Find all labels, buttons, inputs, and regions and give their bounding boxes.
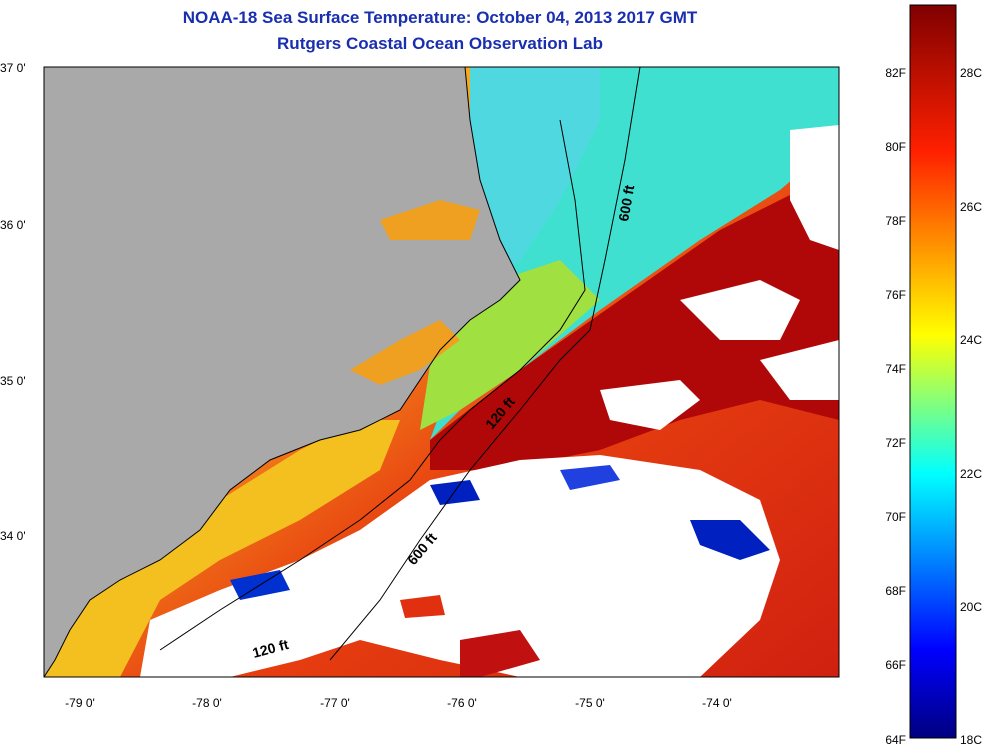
albemarle-sound (380, 200, 480, 240)
colorbar-c-label: 18C (960, 733, 982, 747)
colorbar-f-label: 76F (885, 288, 906, 302)
lat-label: 37 0' (0, 61, 26, 75)
colorbar-c-label: 20C (960, 600, 982, 614)
colorbar-f-label: 72F (885, 436, 906, 450)
lon-label: -75 0' (575, 696, 605, 710)
colorbar (909, 4, 957, 739)
lon-label: -77 0' (320, 696, 350, 710)
cloud-cover (140, 455, 780, 677)
pamlico-sound (350, 320, 460, 385)
map-title: NOAA-18 Sea Surface Temperature: October… (182, 8, 698, 27)
colorbar-f-label: 66F (885, 658, 906, 672)
colorbar-f-label: 82F (885, 66, 906, 80)
colorbar-f-label: 70F (885, 510, 906, 524)
colorbar-c-label: 28C (960, 66, 982, 80)
lat-label: 36 0' (0, 218, 26, 232)
nearshore-water (44, 420, 400, 677)
map-subtitle: Rutgers Coastal Ocean Observation Lab (277, 34, 603, 53)
colorbar-f-label: 78F (885, 214, 906, 228)
gulf-stream (430, 150, 839, 470)
colorbar-f-label: 80F (885, 140, 906, 154)
lon-label: -76 0' (447, 696, 477, 710)
colorbar-c-label: 22C (960, 467, 982, 481)
cloud-patch (600, 380, 700, 430)
colorbar-f-label: 74F (885, 362, 906, 376)
map-frame (43, 66, 840, 678)
cold-pixels (430, 480, 480, 505)
lon-label: -79 0' (65, 696, 95, 710)
colorbar-f-label: 64F (885, 733, 906, 747)
colorbar-c-label: 24C (960, 333, 982, 347)
colorbar-f-label: 68F (885, 584, 906, 598)
cloud-patch (790, 125, 839, 250)
warm-patch (400, 595, 445, 618)
cloud-patch (680, 280, 800, 340)
120ft-contour (159, 119, 586, 651)
cold-pixels (560, 465, 620, 490)
600ft-contour (329, 67, 641, 661)
cold-pixels (690, 520, 770, 560)
ocean-cool-inner (470, 67, 600, 300)
lat-label: 35 0' (0, 374, 26, 388)
cloud-patch (760, 340, 839, 400)
contour-label: 600 ft (615, 183, 637, 222)
warm-patch (460, 630, 540, 677)
colorbar-c-label: 26C (960, 200, 982, 214)
lat-label: 34 0' (0, 529, 26, 543)
coastline (44, 67, 521, 677)
lon-label: -78 0' (192, 696, 222, 710)
lon-label: -74 0' (702, 696, 732, 710)
